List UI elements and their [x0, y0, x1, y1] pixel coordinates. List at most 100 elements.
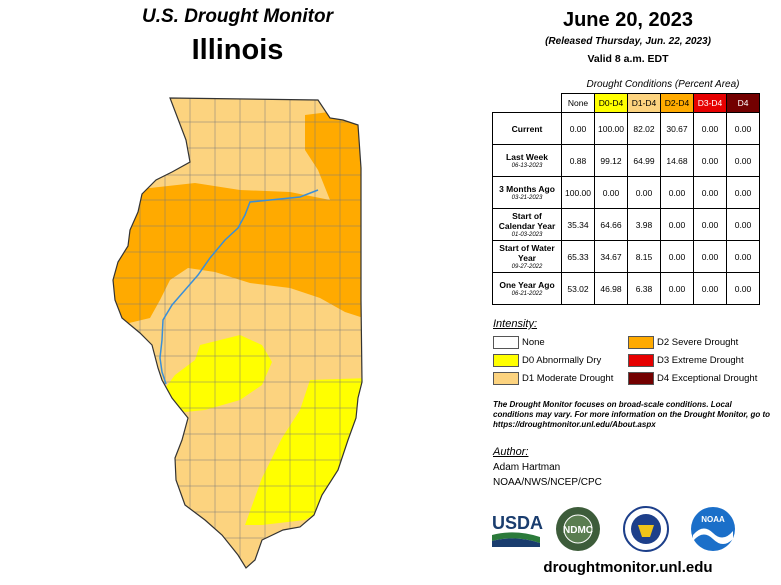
release-date: (Released Thursday, Jun. 22, 2023) — [545, 36, 711, 47]
author-name: Adam Hartman — [493, 462, 561, 473]
row-label-text: Last Week — [506, 151, 548, 162]
table-row: 3 Months Ago 03-21-2023 100.00 0.00 0.00 0.00… — [492, 176, 760, 209]
table-cell: 0.00 — [693, 208, 727, 241]
table-cell: 64.99 — [627, 144, 661, 177]
row-label-text: Start of Calendar Year — [498, 210, 556, 231]
table-cell: 34.67 — [594, 240, 628, 273]
legend-label: D0 Abnormally Dry — [522, 355, 602, 366]
table-cell: 0.00 — [660, 208, 694, 241]
legend-swatch — [493, 354, 519, 367]
table-row: Last Week 06-13-2023 0.88 99.12 64.99 14.68 0.… — [492, 144, 760, 177]
row-date: 01-03-2023 — [511, 231, 543, 238]
illinois-drought-map — [112, 97, 363, 569]
legend-title: Intensity: — [493, 318, 538, 330]
header-blank — [493, 94, 562, 113]
ndmc-logo-text: NDMC — [563, 525, 593, 536]
table-cell: 100.00 — [561, 176, 595, 209]
table-cell: 0.00 — [726, 112, 760, 145]
table-cell: 14.68 — [660, 144, 694, 177]
illinois-river — [159, 189, 319, 385]
legend-label: D2 Severe Drought — [657, 337, 739, 348]
table-cell: 0.00 — [726, 272, 760, 305]
d0-region-west-central — [160, 335, 272, 412]
ndmc-logo: NDMC — [556, 507, 600, 551]
state-name: Illinois — [191, 34, 284, 66]
table-row: Start of Calendar Year 01-03-2023 35.34 64.… — [492, 208, 760, 241]
map-date: June 20, 2023 — [562, 9, 694, 31]
legend-swatch — [628, 336, 654, 349]
table-cell: 0.00 — [693, 176, 727, 209]
table-cell: 46.98 — [594, 272, 628, 305]
table-cell: 3.98 — [627, 208, 661, 241]
legend-swatch — [493, 372, 519, 385]
table-cell: 82.02 — [627, 112, 661, 145]
col-header: D2-D4 — [660, 93, 694, 113]
col-header: D0-D4 — [594, 93, 628, 113]
table-cell: 0.00 — [561, 112, 595, 145]
map-title: U.S. Drought Monitor — [141, 6, 334, 27]
table-cell: 0.00 — [594, 176, 628, 209]
col-header: None — [561, 93, 595, 113]
partner-logos: USDA NDMC NOAA — [492, 506, 735, 552]
table-cell: 53.02 — [561, 272, 595, 305]
table-cell: 0.00 — [726, 240, 760, 273]
row-label: Current — [492, 112, 562, 145]
legend-swatch — [628, 372, 654, 385]
table-cell: 0.00 — [726, 176, 760, 209]
table-cell: 0.00 — [726, 144, 760, 177]
table-cell: 0.00 — [726, 208, 760, 241]
row-label: One Year Ago 06-21-2022 — [492, 272, 562, 305]
noaa-logo-text: NOAA — [701, 515, 725, 524]
table-cell: 0.00 — [693, 240, 727, 273]
table-cell: 35.34 — [561, 208, 595, 241]
row-date: 03-21-2023 — [511, 194, 543, 201]
row-label: Start of Calendar Year 01-03-2023 — [492, 208, 562, 241]
table-cell: 0.00 — [660, 272, 694, 305]
table-cell: 8.15 — [627, 240, 661, 273]
author-org: NOAA/NWS/NCEP/CPC — [493, 477, 602, 488]
doc-seal-logo — [623, 506, 669, 552]
legend-swatch — [628, 354, 654, 367]
website-url[interactable]: droughtmonitor.unl.edu — [543, 559, 713, 576]
table-cell: 30.67 — [660, 112, 694, 145]
table-row: Start of Water Year 09-27-2022 65.33 34.67 8… — [492, 240, 760, 273]
table-title: Drought Conditions (Percent Area) — [586, 79, 740, 90]
table-cell: 99.12 — [594, 144, 628, 177]
disclaimer-note: The Drought Monitor focuses on broad-sca… — [493, 400, 771, 429]
table-row: One Year Ago 06-21-2022 53.02 46.98 6.38 0.00… — [492, 272, 760, 305]
row-label-text: 3 Months Ago — [499, 183, 555, 194]
row-label: Last Week 06-13-2023 — [492, 144, 562, 177]
row-date: 09-27-2022 — [511, 263, 543, 270]
usda-logo: USDA — [492, 513, 543, 547]
table-row: Current 0.00 100.00 82.02 30.67 0.00 0.00 — [492, 112, 760, 145]
table-cell: 0.00 — [627, 176, 661, 209]
legend-label: D3 Extreme Drought — [657, 355, 744, 366]
d2-region-central — [113, 183, 362, 330]
legend-label: D1 Moderate Drought — [522, 373, 614, 384]
table-cell: 0.00 — [693, 272, 727, 305]
row-date: 06-21-2022 — [511, 290, 543, 297]
row-label-text: Start of Water Year — [499, 242, 555, 263]
table-cell: 0.00 — [693, 112, 727, 145]
table-cell: 100.00 — [594, 112, 628, 145]
col-header: D1-D4 — [627, 93, 661, 113]
drought-conditions-table: None D0-D4 D1-D4 D2-D4 D3-D4 D4 Current 0… — [492, 93, 760, 305]
table-cell: 0.88 — [561, 144, 595, 177]
noaa-logo: NOAA — [691, 507, 735, 551]
legend-label: D4 Exceptional Drought — [657, 373, 758, 384]
table-header-row: None D0-D4 D1-D4 D2-D4 D3-D4 D4 — [493, 93, 760, 113]
d2-region-northeast — [305, 110, 362, 220]
valid-time: Valid 8 a.m. EDT — [587, 53, 669, 65]
row-label-text: One Year Ago — [499, 279, 555, 290]
table-cell: 0.00 — [660, 240, 694, 273]
legend-swatch — [493, 336, 519, 349]
table-cell: 0.00 — [660, 176, 694, 209]
author-title: Author: — [493, 446, 529, 458]
row-label: 3 Months Ago 03-21-2023 — [492, 176, 562, 209]
state-outline — [112, 97, 363, 569]
col-header: D4 — [726, 93, 760, 113]
table-cell: 0.00 — [693, 144, 727, 177]
col-header: D3-D4 — [693, 93, 727, 113]
legend-label: None — [522, 337, 545, 348]
table-cell: 64.66 — [594, 208, 628, 241]
